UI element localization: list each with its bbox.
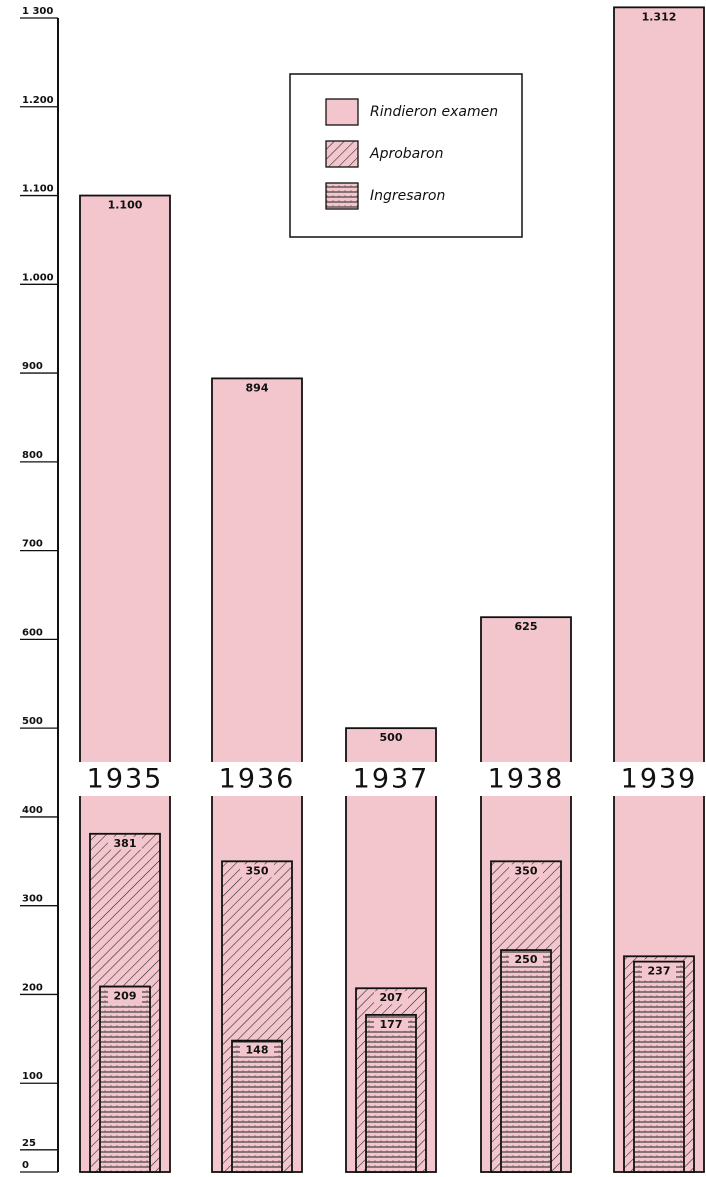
value-label: 148	[246, 1044, 269, 1057]
y-tick-label: 200	[22, 982, 43, 993]
y-tick-label: 1.200	[22, 95, 54, 106]
value-label-bg	[374, 731, 408, 745]
value-label-bg	[240, 864, 274, 878]
y-tick-label: 900	[22, 361, 43, 372]
value-label-bg	[240, 1043, 274, 1057]
y-tick-label: 0	[22, 1160, 29, 1171]
value-label: 209	[114, 989, 137, 1002]
bar	[365, 1013, 417, 1173]
bar	[99, 985, 151, 1173]
bar	[633, 960, 685, 1173]
y-tick-label: 800	[22, 450, 43, 461]
y-tick-label: 600	[22, 627, 43, 638]
y-tick-label: 25	[22, 1138, 36, 1149]
legend-label: Ingresaron	[370, 188, 445, 204]
y-tick-label: 500	[22, 716, 43, 727]
value-label: 625	[515, 620, 538, 633]
y-tick-label: 700	[22, 539, 43, 550]
value-label-bg	[509, 620, 543, 634]
legend-swatch	[325, 182, 359, 210]
value-label: 894	[246, 381, 269, 394]
y-tick-label: 1.100	[22, 184, 54, 195]
value-label: 350	[246, 864, 269, 877]
value-label: 237	[648, 965, 671, 978]
value-label-bg	[108, 836, 142, 850]
x-tick-label: 1939	[621, 764, 698, 795]
value-label-bg	[108, 989, 142, 1003]
y-tick-label: 100	[22, 1071, 43, 1082]
value-label: 381	[114, 837, 137, 850]
bar	[231, 1039, 283, 1173]
value-label-bg	[509, 864, 543, 878]
value-label: 1.100	[108, 199, 143, 212]
x-tick-label: 1937	[353, 764, 430, 795]
value-label-bg	[642, 10, 676, 24]
value-label-bg	[240, 381, 274, 395]
year-band	[60, 762, 706, 796]
x-tick-label: 1936	[219, 764, 296, 795]
value-label-bg	[108, 198, 142, 212]
value-label: 177	[380, 1018, 403, 1031]
bar	[500, 949, 552, 1173]
value-label-bg	[374, 1017, 408, 1031]
y-tick-label: 400	[22, 805, 43, 816]
value-label-bg	[509, 953, 543, 967]
legend-label: Rindieron examen	[370, 104, 498, 120]
value-label: 1.312	[642, 10, 677, 23]
x-tick-label: 1938	[488, 764, 565, 795]
value-label: 500	[380, 731, 403, 744]
y-tick-label: 1 300	[22, 6, 53, 17]
legend-swatch	[325, 140, 359, 168]
y-tick-label: 300	[22, 894, 43, 905]
value-label-bg	[642, 964, 676, 978]
value-label: 350	[515, 864, 538, 877]
value-label-bg	[374, 991, 408, 1005]
legend-label: Aprobaron	[369, 146, 443, 162]
legend-swatch	[325, 98, 359, 126]
y-tick-label: 1.000	[22, 272, 54, 283]
value-label: 207	[380, 991, 403, 1004]
x-tick-label: 1935	[87, 764, 164, 795]
value-label: 250	[515, 953, 538, 966]
